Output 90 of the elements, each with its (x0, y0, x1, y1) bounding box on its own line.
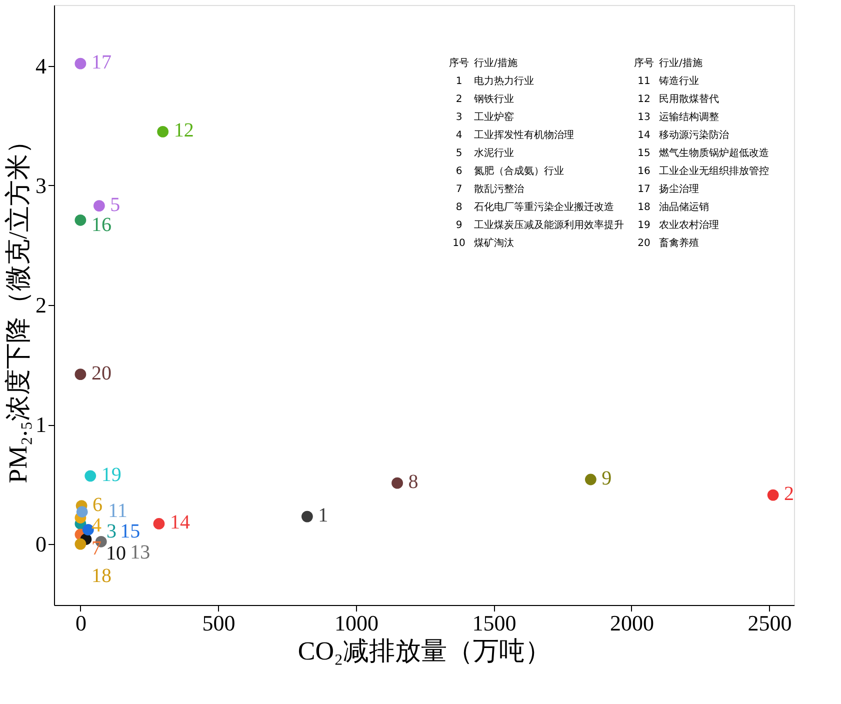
y-tick-label: 0 (36, 532, 46, 557)
annotation: 扬尘治理 (659, 183, 699, 195)
annotation: 16 (638, 166, 650, 177)
series-label: 13 (130, 542, 150, 564)
x-tick-label: 2000 (610, 610, 654, 636)
x-tick-label: 0 (75, 610, 86, 636)
point (74, 214, 86, 226)
annotation: 水泥行业 (474, 147, 514, 159)
y-tick-label: 3 (36, 172, 46, 198)
annotation: 农业农村治理 (659, 219, 719, 231)
annotation: 燃气生物质锅炉超低改造 (659, 147, 769, 159)
point (767, 489, 779, 501)
point (93, 200, 105, 212)
annotation: 煤矿淘汰 (474, 237, 514, 249)
x-tick-label: 1500 (472, 610, 516, 636)
x-axis-title: CO₂减排放量（万吨） (298, 636, 552, 666)
series-label: 3 (106, 520, 116, 543)
annotation: 铸造行业 (658, 75, 699, 87)
annotation: 11 (638, 76, 650, 87)
point (74, 58, 86, 70)
annotation: 18 (638, 202, 650, 213)
y-tick-label: 4 (36, 53, 46, 78)
series-label: 2 (784, 483, 794, 506)
annotation: 畜禽养殖 (659, 237, 699, 249)
series-label: 15 (120, 520, 140, 543)
series-label: 1 (318, 504, 328, 527)
series-label: 12 (174, 120, 194, 142)
annotation: 1 (456, 76, 462, 87)
series-label: 16 (91, 214, 112, 236)
annotation: 序号 (449, 57, 469, 69)
x-tick-label: 2500 (748, 610, 792, 636)
series-label: 9 (602, 468, 612, 490)
series-label: 5 (110, 194, 120, 216)
annotation: 行业/措施 (474, 57, 518, 69)
series-label: 8 (408, 471, 418, 494)
annotation: 工业煤炭压减及能源利用效率提升 (474, 219, 624, 231)
x-tick-label: 500 (202, 610, 236, 636)
annotation: 7 (456, 184, 462, 195)
annotation: 序号 (634, 57, 654, 69)
x-tick-label: 1000 (334, 610, 378, 636)
series-label: 14 (170, 512, 190, 534)
point (157, 126, 169, 138)
series-label: 17 (91, 52, 112, 74)
y-axis-title: PM₂.₅浓度下降（微克/立方米） (4, 128, 32, 484)
annotation: 钢铁行业 (473, 93, 514, 105)
annotation: 20 (638, 238, 650, 249)
series-label: 19 (101, 464, 122, 486)
point (392, 477, 403, 489)
annotation: 行业/措施 (659, 57, 702, 69)
point (76, 506, 88, 518)
series-label: 10 (106, 542, 126, 564)
annotation: 工业挥发性有机物治理 (474, 129, 574, 141)
annotation: 6 (456, 166, 462, 177)
series-label: 7 (91, 537, 102, 560)
annotation: 油品储运销 (659, 201, 709, 213)
annotation: 14 (638, 130, 650, 141)
annotation: 2 (456, 94, 462, 105)
series-label: 11 (108, 500, 128, 522)
series-label: 18 (91, 565, 112, 588)
point (74, 368, 86, 380)
series-label: 20 (91, 362, 112, 384)
annotation: 10 (452, 238, 466, 249)
annotation: 19 (638, 220, 650, 231)
annotation: 4 (456, 130, 462, 141)
annotation: 氮肥（合成氨）行业 (474, 165, 564, 177)
point (153, 518, 165, 530)
annotation: 工业企业无组织排放管控 (659, 165, 769, 177)
annotation: 8 (456, 202, 462, 213)
annotation: 12 (638, 94, 650, 105)
annotation: 运输结构调整 (659, 111, 719, 123)
annotation: 3 (456, 112, 462, 123)
series-label: 6 (92, 494, 103, 516)
point (84, 470, 96, 482)
annotation: 电力热力行业 (474, 75, 534, 87)
y-tick-label: 1 (36, 412, 46, 438)
y-tick-label: 2 (36, 292, 46, 318)
annotation: 15 (638, 148, 650, 159)
annotation: 民用散煤替代 (659, 93, 719, 105)
annotation: 工业炉窑 (474, 111, 514, 123)
point (74, 538, 86, 550)
point (301, 510, 313, 522)
annotation: 5 (456, 148, 462, 159)
annotation: 9 (456, 220, 462, 231)
series-label: 4 (91, 514, 102, 537)
annotation: 移动源污染防治 (659, 129, 729, 141)
annotation: 13 (638, 112, 650, 123)
annotation: 石化电厂等重污染企业搬迁改造 (474, 201, 614, 213)
point (584, 474, 596, 486)
annotation: 散乱污整治 (474, 183, 524, 195)
annotation: 17 (638, 184, 650, 195)
